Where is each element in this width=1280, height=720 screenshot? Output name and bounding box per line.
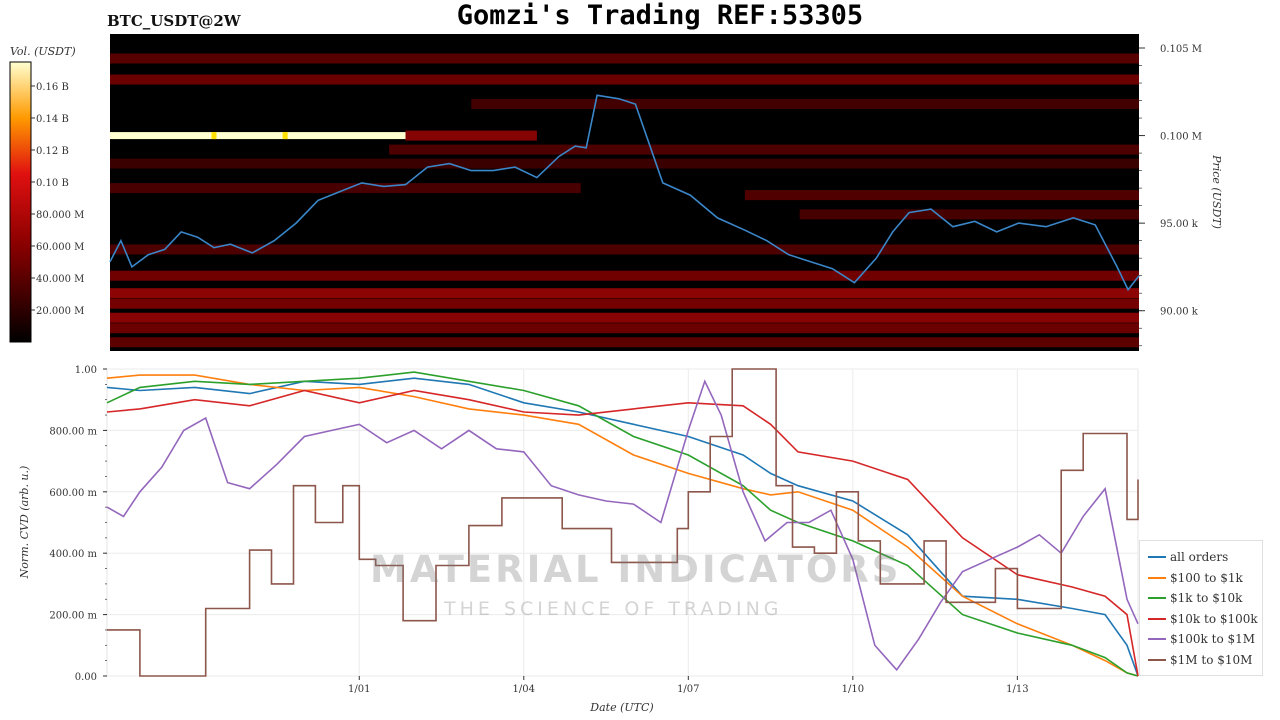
legend-item[interactable]: $1M to $10M bbox=[1148, 652, 1252, 668]
price-tick-label: 0.105 M bbox=[1160, 44, 1202, 55]
legend-item[interactable]: all orders bbox=[1148, 549, 1228, 565]
legend-swatch bbox=[1148, 617, 1166, 620]
price-axis-ticks: 0.105 M 0.100 M 95.00 k 90.00 k bbox=[1139, 44, 1202, 347]
chart-title: Gomzi's Trading REF:53305 bbox=[456, 0, 864, 31]
heatmap-band bbox=[110, 323, 1139, 334]
cvd-series-line bbox=[106, 377, 1139, 677]
legend-label: $1k to $10k bbox=[1170, 591, 1243, 605]
cvd-series-line bbox=[106, 389, 1139, 677]
heatmap-band bbox=[110, 288, 1139, 299]
watermark-brand: MATERIAL INDICATORS bbox=[370, 548, 902, 591]
cvd-x-axis-label: Date (UTC) bbox=[589, 701, 653, 714]
cvd-x-tick-label: 1/04 bbox=[513, 684, 535, 695]
heatmap-band bbox=[110, 337, 1139, 348]
cvd-y-tick-label: 200.00 m bbox=[49, 611, 97, 622]
heatmap-band bbox=[744, 190, 1139, 201]
cvd-legend: all orders $100 to $1k $1k to $10k $10k to … bbox=[1139, 540, 1263, 676]
heatmap-band bbox=[110, 312, 1139, 323]
cvd-y-tick-label: 600.00 m bbox=[49, 488, 97, 499]
colorbar-tick-label: 60.000 M bbox=[36, 242, 84, 253]
colorbar-tick-label: 0.10 B bbox=[36, 178, 69, 189]
cvd-y-axis-label: Norm. CVD (arb. u.) bbox=[18, 466, 31, 580]
cvd-series-line bbox=[106, 371, 1139, 677]
cvd-x-ticks: 1/01 1/04 1/07 1/10 1/13 bbox=[348, 676, 1029, 695]
cvd-x-tick-label: 1/07 bbox=[677, 684, 699, 695]
price-tick-label: 0.100 M bbox=[1160, 132, 1202, 143]
colorbar bbox=[9, 61, 32, 343]
price-line bbox=[109, 94, 1140, 292]
colorbar-label: Vol. (USDT) bbox=[10, 45, 76, 58]
legend-label: all orders bbox=[1170, 550, 1229, 564]
heatmap-hot-spot bbox=[282, 132, 288, 140]
heatmap-band bbox=[110, 298, 1139, 309]
cvd-x-tick-label: 1/01 bbox=[348, 684, 370, 695]
legend-swatch bbox=[1148, 638, 1166, 640]
legend-label: $100k to $1M bbox=[1170, 632, 1256, 646]
legend-item[interactable]: $100k to $1M bbox=[1148, 631, 1255, 647]
heatmap-band bbox=[110, 132, 406, 140]
heatmap-band bbox=[110, 158, 1139, 169]
colorbar-ticks: 0.16 B 0.14 B 0.12 B 0.10 B 80.000 M 60.000 M… bbox=[31, 82, 84, 317]
heatmap-chart: Vol. (USDT) 0.16 B 0.14 B 0.12 B 0.10 B 80.0… bbox=[9, 34, 1223, 351]
colorbar-tick-label: 0.12 B bbox=[36, 146, 69, 157]
heatmap-band bbox=[799, 209, 1139, 220]
heatmap-hot-spot bbox=[211, 132, 217, 140]
legend-label: $1M to $10M bbox=[1170, 652, 1253, 667]
colorbar-tick-label: 0.16 B bbox=[36, 82, 69, 93]
cvd-series-lines bbox=[106, 368, 1139, 677]
legend-item[interactable]: $10k to $100k bbox=[1148, 611, 1258, 627]
pair-label: BTC_USDT@2W bbox=[107, 12, 241, 30]
legend-swatch bbox=[1148, 576, 1166, 579]
heatmap-band bbox=[110, 270, 1139, 281]
legend-label: $100 to $1k bbox=[1170, 570, 1243, 585]
colorbar-tick-label: 20.000 M bbox=[36, 306, 84, 317]
heatmap-band bbox=[405, 130, 537, 141]
colorbar-tick-label: 40.000 M bbox=[36, 274, 84, 285]
cvd-series-line bbox=[106, 374, 1139, 677]
heatmap-band bbox=[471, 99, 1139, 110]
legend-item[interactable]: $1k to $10k bbox=[1148, 590, 1242, 606]
cvd-y-tick-label: 800.00 m bbox=[49, 426, 97, 437]
watermark-tagline: THE SCIENCE OF TRADING bbox=[444, 598, 783, 620]
legend-item[interactable]: $100 to $1k bbox=[1148, 570, 1243, 586]
cvd-series-line bbox=[106, 379, 1139, 672]
legend-swatch bbox=[1148, 597, 1166, 599]
cvd-x-tick-label: 1/10 bbox=[842, 684, 864, 695]
heatmap-band bbox=[110, 74, 1139, 85]
cvd-y-tick-label: 0.00 bbox=[75, 672, 97, 683]
cvd-plot-area bbox=[106, 368, 1139, 677]
price-tick-label: 95.00 k bbox=[1160, 219, 1199, 230]
colorbar-tick-label: 80.000 M bbox=[36, 210, 84, 221]
colorbar-tick-label: 0.14 B bbox=[36, 114, 69, 125]
price-tick-label: 90.00 k bbox=[1160, 307, 1199, 318]
legend-swatch bbox=[1148, 556, 1166, 558]
cvd-x-tick-label: 1/13 bbox=[1006, 684, 1028, 695]
cvd-y-tick-label: 1.00 bbox=[75, 365, 97, 376]
legend-label: $10k to $100k bbox=[1170, 611, 1258, 626]
heatmap-band bbox=[389, 144, 1139, 155]
heatmap-hot-spots bbox=[211, 132, 288, 140]
heatmap-bands bbox=[110, 53, 1139, 348]
heatmap-band bbox=[110, 53, 1139, 64]
heatmap-band bbox=[110, 244, 1139, 255]
legend-swatch bbox=[1148, 658, 1166, 661]
price-axis-label: Price (USDT) bbox=[1210, 154, 1223, 229]
heatmap-band bbox=[110, 183, 581, 194]
cvd-series-line bbox=[107, 368, 1139, 677]
cvd-chart: 1.00 800.00 m 600.00 m 400.00 m 200.00 m 0.00… bbox=[18, 365, 1139, 714]
cvd-y-ticks: 1.00 800.00 m 600.00 m 400.00 m 200.00 m 0.00 bbox=[49, 365, 107, 683]
cvd-y-tick-label: 400.00 m bbox=[49, 549, 97, 560]
